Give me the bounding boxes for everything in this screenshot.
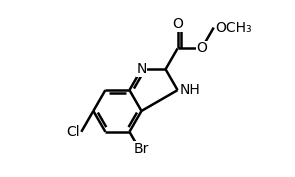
Text: N: N	[136, 62, 147, 76]
Text: O: O	[172, 17, 183, 31]
Text: NH: NH	[179, 83, 200, 97]
Text: Cl: Cl	[66, 125, 80, 139]
Text: Br: Br	[134, 142, 149, 156]
Text: O: O	[196, 41, 207, 55]
Text: OCH₃: OCH₃	[215, 21, 252, 35]
